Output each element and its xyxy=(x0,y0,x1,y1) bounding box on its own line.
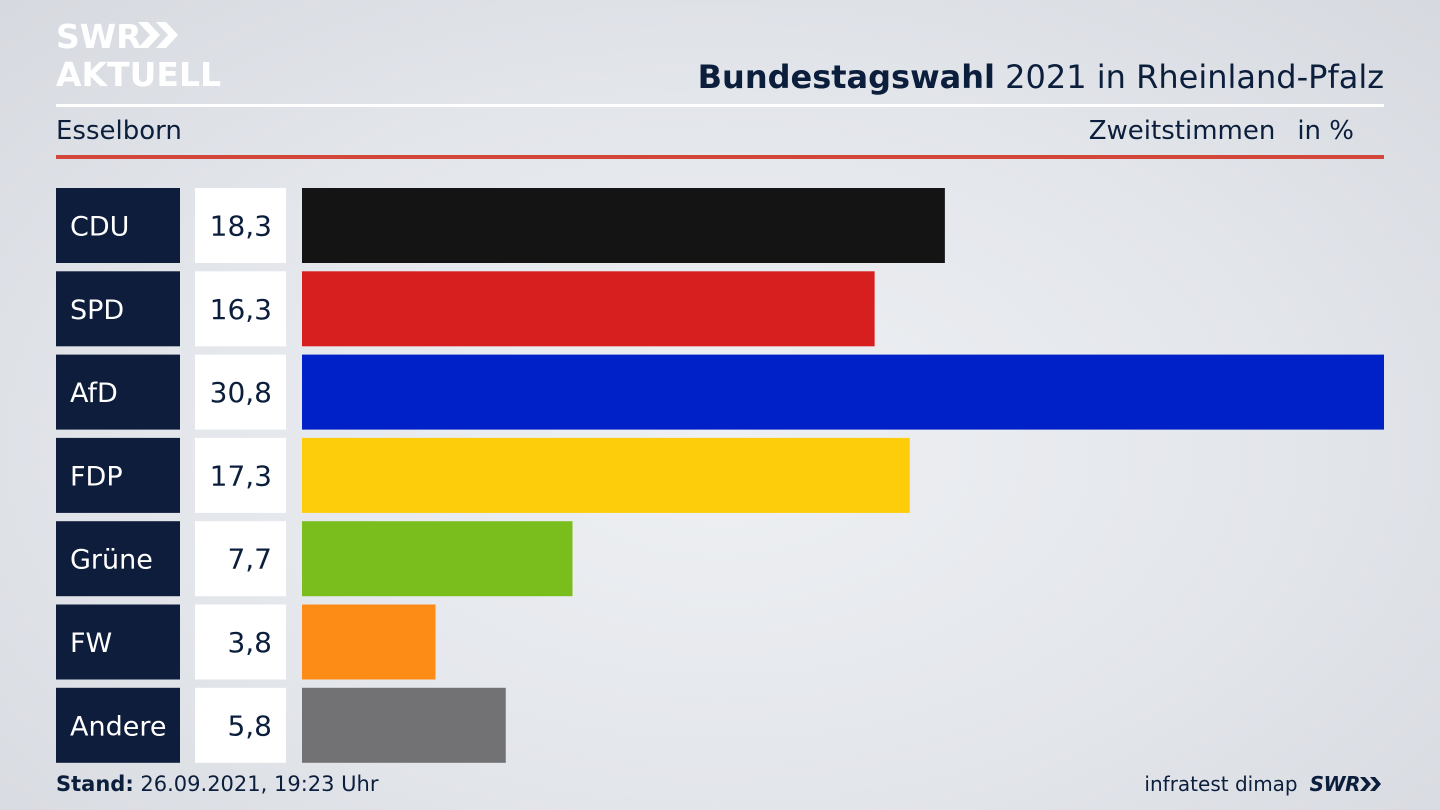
timestamp-label: Stand: xyxy=(56,772,134,796)
party-label-box xyxy=(56,604,180,680)
party-label: AfD xyxy=(70,378,118,409)
party-label-box xyxy=(56,521,180,597)
measure-label: Zweitstimmen in % xyxy=(1089,116,1354,146)
header-divider xyxy=(56,104,1384,107)
swr-footer-text: SWR xyxy=(1309,772,1361,796)
page-title: Bundestagswahl 2021 in Rheinland-Pfalz xyxy=(698,58,1384,96)
party-label: Andere xyxy=(70,711,166,742)
logo-chevrons-icon xyxy=(138,22,178,48)
data-label: 5,8 xyxy=(227,709,272,742)
data-label: 17,3 xyxy=(210,459,272,492)
timestamp-value: 26.09.2021, 19:23 Uhr xyxy=(133,772,379,796)
chart-row-spd: SPD 16,3 xyxy=(56,271,875,347)
bar-cdu xyxy=(302,188,945,263)
swr-footer-logo: SWR xyxy=(1310,772,1384,796)
data-label: 30,8 xyxy=(210,376,272,409)
party-label-box xyxy=(56,188,180,263)
party-label-box xyxy=(56,354,180,430)
chart-row-gr-ne: Grüne 7,7 xyxy=(56,521,573,597)
bar-gr-ne xyxy=(302,521,573,597)
logo-line1: SWR xyxy=(56,18,142,56)
measure-text: Zweitstimmen xyxy=(1088,116,1276,146)
value-label-box xyxy=(195,437,286,513)
data-label: 7,7 xyxy=(227,543,272,576)
bar-andere xyxy=(302,687,506,763)
chart-row-fw: FW 3,8 xyxy=(56,604,436,680)
timestamp: Stand: 26.09.2021, 19:23 Uhr xyxy=(56,772,379,796)
value-label-box xyxy=(195,354,286,430)
party-label: FW xyxy=(70,628,112,659)
chart-row-fdp: FDP 17,3 xyxy=(56,437,910,513)
page-title-bold: Bundestagswahl xyxy=(697,58,995,96)
chart-row-cdu: CDU 18,3 xyxy=(56,188,945,263)
data-label: 16,3 xyxy=(210,293,272,326)
swr-aktuell-logo: SWR AKTUELL xyxy=(56,18,226,90)
value-label-box xyxy=(195,687,286,763)
swr-aktuell-logo-graphic: SWR AKTUELL xyxy=(56,18,221,90)
party-label: FDP xyxy=(70,461,123,492)
chart-row-afd: AfD 30,8 xyxy=(56,354,1384,430)
party-label-box xyxy=(56,271,180,347)
logo-line2: AKTUELL xyxy=(56,55,221,90)
source-label: infratest dimap xyxy=(1144,772,1298,796)
page-title-rest: 2021 in Rheinland-Pfalz xyxy=(995,58,1384,96)
party-label-box xyxy=(56,687,180,763)
accent-divider xyxy=(56,155,1384,159)
location-label: Esselborn xyxy=(56,116,182,146)
party-label: Grüne xyxy=(70,545,153,576)
swr-chevrons-icon xyxy=(1360,777,1381,791)
bar-spd xyxy=(302,271,875,347)
data-label: 3,8 xyxy=(227,626,272,659)
bar-fw xyxy=(302,604,436,680)
unit-text: in % xyxy=(1297,116,1354,146)
source-credit: infratest dimap SWR xyxy=(1144,772,1384,796)
party-label: CDU xyxy=(70,212,129,243)
value-label-box xyxy=(195,604,286,680)
value-label-box xyxy=(195,188,286,263)
data-label: 18,3 xyxy=(210,210,272,243)
value-label-box xyxy=(195,521,286,597)
chart-row-andere: Andere 5,8 xyxy=(56,687,506,763)
bar-afd xyxy=(302,354,1384,430)
party-label-box xyxy=(56,437,180,513)
bar-fdp xyxy=(302,437,910,513)
party-label: SPD xyxy=(70,295,124,326)
value-label-box xyxy=(195,271,286,347)
